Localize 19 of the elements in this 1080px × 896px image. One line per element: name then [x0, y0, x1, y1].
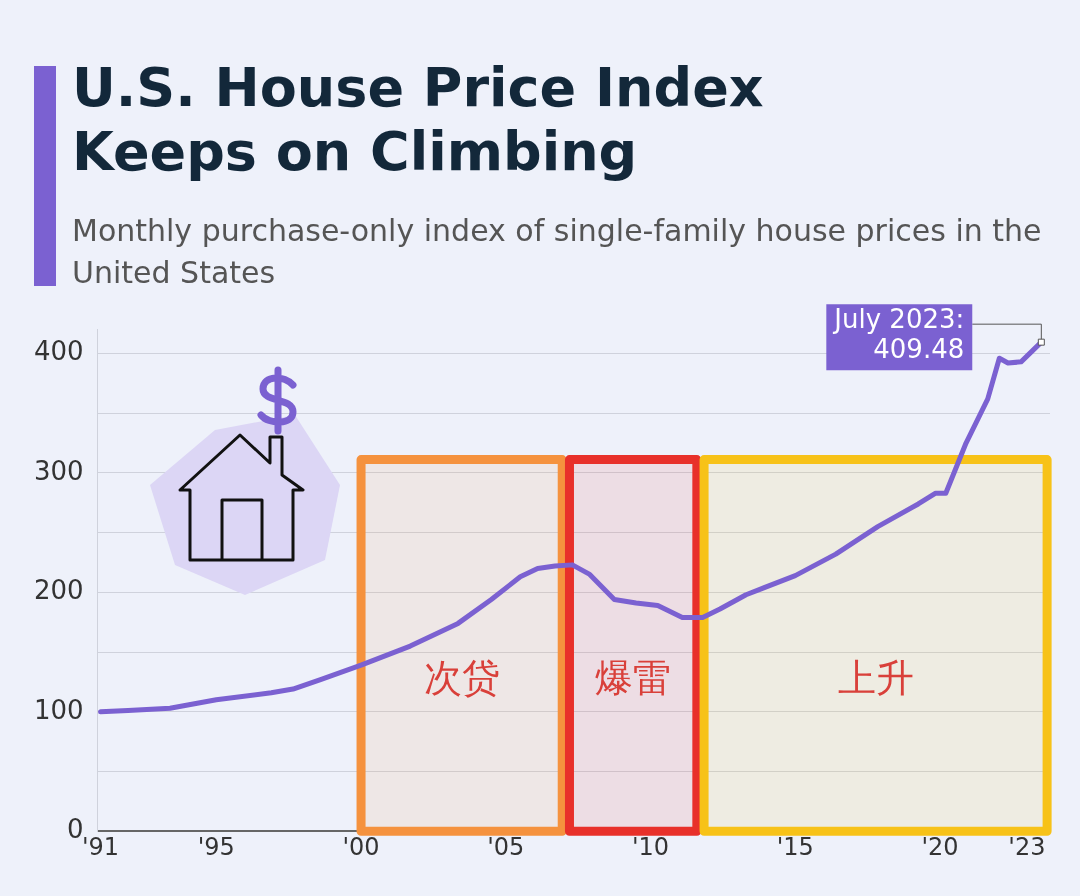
- x-tick-label: '10: [631, 832, 670, 861]
- x-tick-label: '05: [487, 832, 525, 861]
- x-tick-label: '15: [776, 832, 814, 861]
- band-label: 上升: [837, 656, 914, 701]
- x-tick-label: '91: [81, 832, 120, 861]
- x-tick-label: '20: [921, 832, 959, 861]
- band-label: 次贷: [423, 656, 500, 701]
- x-tick-label: '23: [1008, 832, 1046, 861]
- x-tick-label: '00: [342, 832, 380, 861]
- x-tick-label: '95: [197, 832, 235, 861]
- chart-subtitle: Monthly purchase-only index of single-family house prices in the United States: [72, 212, 1043, 292]
- y-tick-label: 0: [67, 813, 84, 844]
- y-tick-label: 200: [33, 575, 84, 606]
- band-label: 爆雷: [595, 656, 672, 701]
- y-tick-label: 300: [33, 455, 84, 486]
- chart-title: U.S. House Price Index Keeps on Climbing: [72, 56, 765, 184]
- y-tick-label: 100: [33, 694, 84, 725]
- annotation: July 2023: 409.48: [832, 303, 965, 364]
- y-tick-label: 400: [33, 336, 84, 367]
